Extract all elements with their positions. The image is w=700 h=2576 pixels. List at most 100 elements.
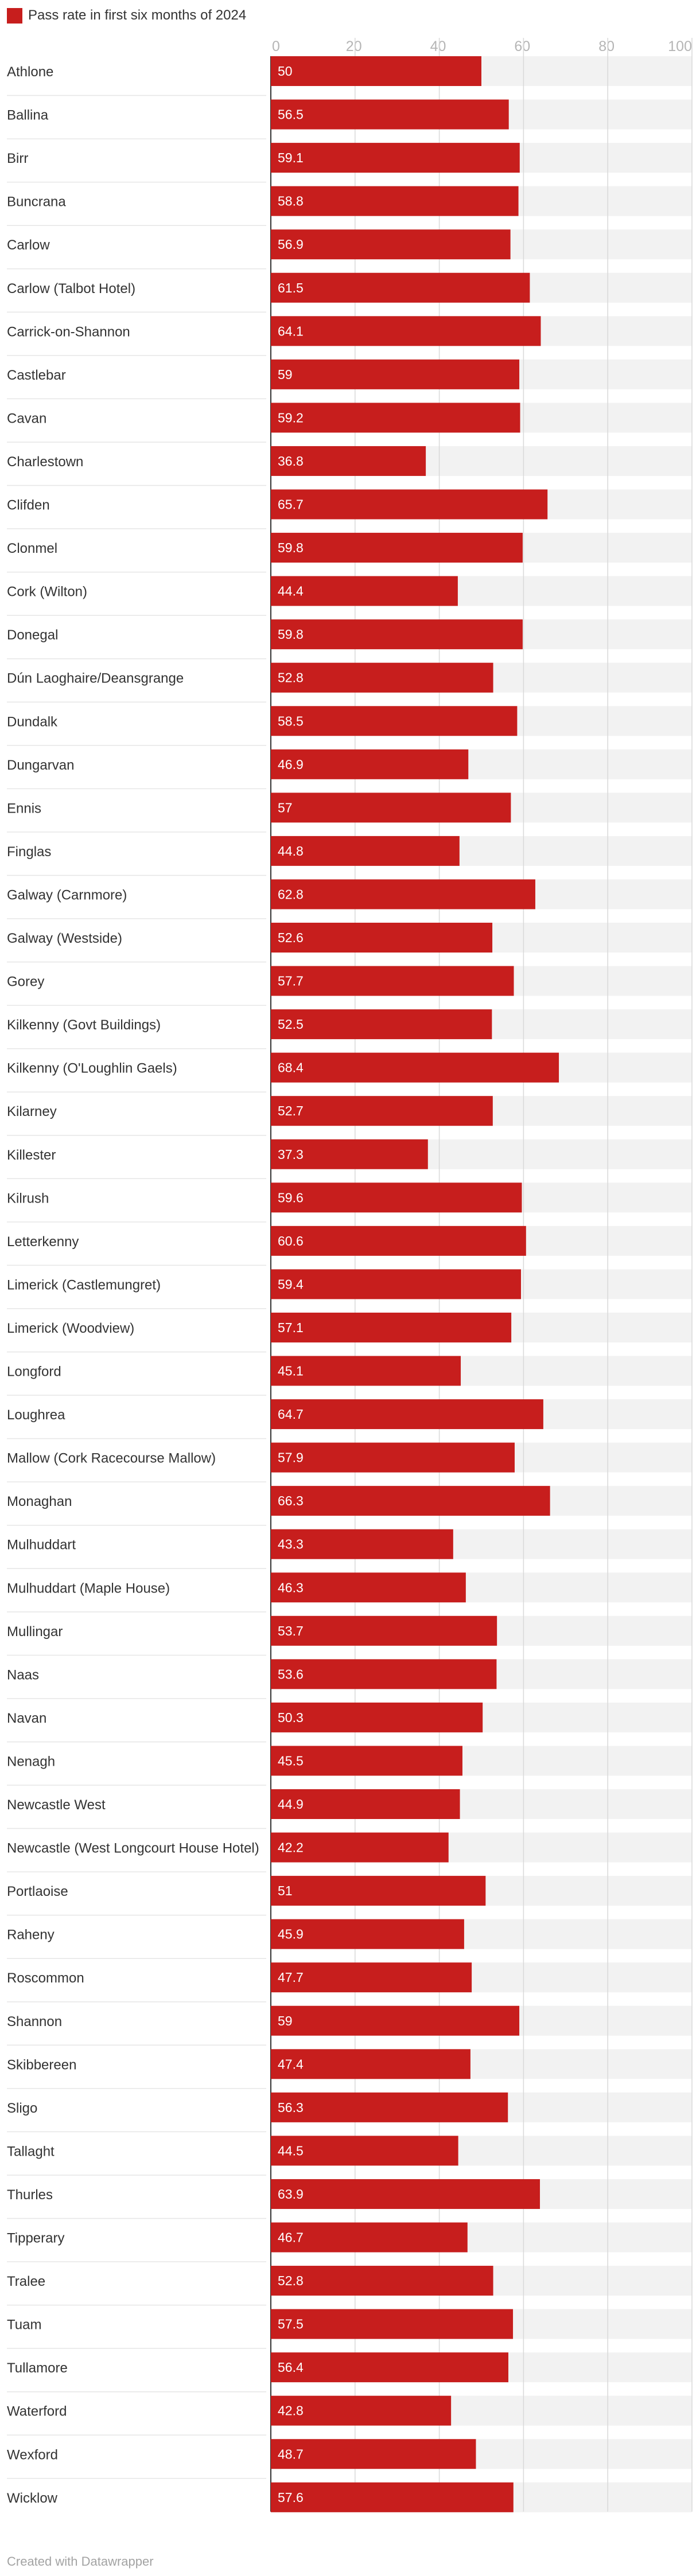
bar — [271, 143, 520, 173]
bar — [271, 2309, 514, 2339]
x-tick-label: 60 — [514, 38, 530, 54]
bar-value-label: 42.8 — [278, 2403, 304, 2418]
category-label: Ballina — [7, 108, 49, 123]
category-label: Mallow (Cork Racecourse Mallow) — [7, 1451, 216, 1466]
bar — [271, 1225, 526, 1256]
bar-value-label: 57.7 — [278, 974, 304, 989]
x-tick-label: 100 — [668, 38, 692, 54]
bar — [271, 186, 519, 216]
bar — [271, 1962, 472, 1993]
category-label: Finglas — [7, 844, 51, 860]
bar-value-label: 44.5 — [278, 2143, 304, 2158]
legend-label: Pass rate in first six months of 2024 — [28, 7, 247, 23]
category-label: Wexford — [7, 2447, 58, 2462]
bar-value-label: 57.5 — [278, 2317, 304, 2332]
bar — [271, 2179, 540, 2209]
bar — [271, 1182, 522, 1213]
bar — [271, 2092, 508, 2122]
x-tick-label: 20 — [346, 38, 362, 54]
bar — [271, 446, 426, 476]
category-label: Ennis — [7, 801, 41, 816]
category-label: Charlestown — [7, 454, 83, 470]
category-label: Wicklow — [7, 2491, 58, 2506]
category-label: Nenagh — [7, 1754, 55, 1769]
bar-value-label: 57.9 — [278, 1450, 304, 1465]
bar — [271, 359, 520, 389]
bar — [271, 749, 469, 779]
bar — [271, 966, 514, 996]
bar-value-label: 36.8 — [278, 454, 304, 469]
category-label: Birr — [7, 151, 28, 166]
data-bars — [271, 56, 559, 2512]
bar-value-label: 64.7 — [278, 1407, 304, 1422]
bar-value-label: 64.1 — [278, 323, 304, 338]
category-label: Naas — [7, 1667, 39, 1683]
bar — [271, 1052, 559, 1083]
bar-value-label: 62.8 — [278, 887, 304, 901]
bar-value-label: 59 — [278, 2013, 293, 2028]
bar-value-label: 52.6 — [278, 930, 304, 945]
bar — [271, 2266, 493, 2296]
bar-value-label: 46.3 — [278, 1580, 304, 1595]
bar-value-label: 53.6 — [278, 1666, 304, 1681]
category-label: Clonmel — [7, 541, 57, 556]
bar — [271, 533, 523, 563]
bar-value-label: 52.5 — [278, 1017, 304, 1032]
bar-value-label: 68.4 — [278, 1060, 304, 1075]
bar — [271, 316, 541, 346]
bar — [271, 2049, 470, 2079]
bar-value-label: 46.9 — [278, 757, 304, 772]
bar-value-label: 45.9 — [278, 1927, 304, 1942]
bar-value-label: 65.7 — [278, 497, 304, 512]
bar-value-label: 47.7 — [278, 1970, 304, 1985]
bar — [271, 1529, 453, 1559]
bar-value-label: 56.3 — [278, 2100, 304, 2115]
row-labels: 50 Athlone 56.5 Ballina 59.1 Birr 58.8 Buncrana… — [7, 64, 304, 2506]
bar — [271, 1486, 550, 1516]
category-label: Carlow — [7, 237, 50, 253]
category-label: Castlebar — [7, 368, 66, 383]
bar-value-label: 56.4 — [278, 2360, 304, 2375]
category-label: Cavan — [7, 411, 46, 426]
bar-value-label: 52.8 — [278, 670, 304, 685]
bar-value-label: 58.8 — [278, 194, 304, 209]
category-label: Galway (Westside) — [7, 931, 122, 946]
category-label: Donegal — [7, 627, 58, 643]
bar — [271, 2395, 452, 2426]
category-label: Thurles — [7, 2187, 53, 2203]
bar — [271, 2136, 458, 2166]
x-tick-label: 0 — [272, 38, 280, 54]
bar-value-label: 45.5 — [278, 1753, 304, 1768]
bar — [271, 1312, 512, 1342]
category-label: Shannon — [7, 2014, 62, 2029]
category-label: Skibbereen — [7, 2057, 76, 2072]
category-label: Kilkenny (Govt Buildings) — [7, 1017, 161, 1033]
bar-value-label: 37.3 — [278, 1147, 304, 1162]
bar-value-label: 59.8 — [278, 627, 304, 642]
category-label: Portlaoise — [7, 1884, 68, 1899]
bar-value-label: 48.7 — [278, 2446, 304, 2461]
category-label: Monaghan — [7, 1494, 72, 1509]
x-axis-ticks: 0 20 40 60 80 100 — [272, 38, 692, 54]
category-label: Carrick-on-Shannon — [7, 324, 130, 339]
bar — [271, 923, 493, 953]
bar-value-label: 52.7 — [278, 1103, 304, 1118]
bar-value-label: 59.4 — [278, 1277, 304, 1291]
x-tick-label: 80 — [598, 38, 615, 54]
category-label: Tallaght — [7, 2144, 55, 2159]
category-label: Tuam — [7, 2317, 41, 2333]
category-label: Letterkenny — [7, 1234, 79, 1250]
bar-value-label: 50 — [278, 64, 293, 79]
bar — [271, 793, 511, 823]
bar-value-label: 44.8 — [278, 844, 304, 858]
bar — [271, 1096, 493, 1126]
chart-legend: Pass rate in first six months of 2024 — [7, 6, 246, 25]
bar-value-label: 61.5 — [278, 280, 304, 295]
bar — [271, 1139, 428, 1169]
bar-value-label: 50.3 — [278, 1710, 304, 1725]
category-label: Raheny — [7, 1927, 55, 1943]
bar — [271, 662, 493, 693]
bar — [271, 1009, 492, 1040]
category-label: Kilarney — [7, 1104, 57, 1119]
bar — [271, 403, 520, 433]
